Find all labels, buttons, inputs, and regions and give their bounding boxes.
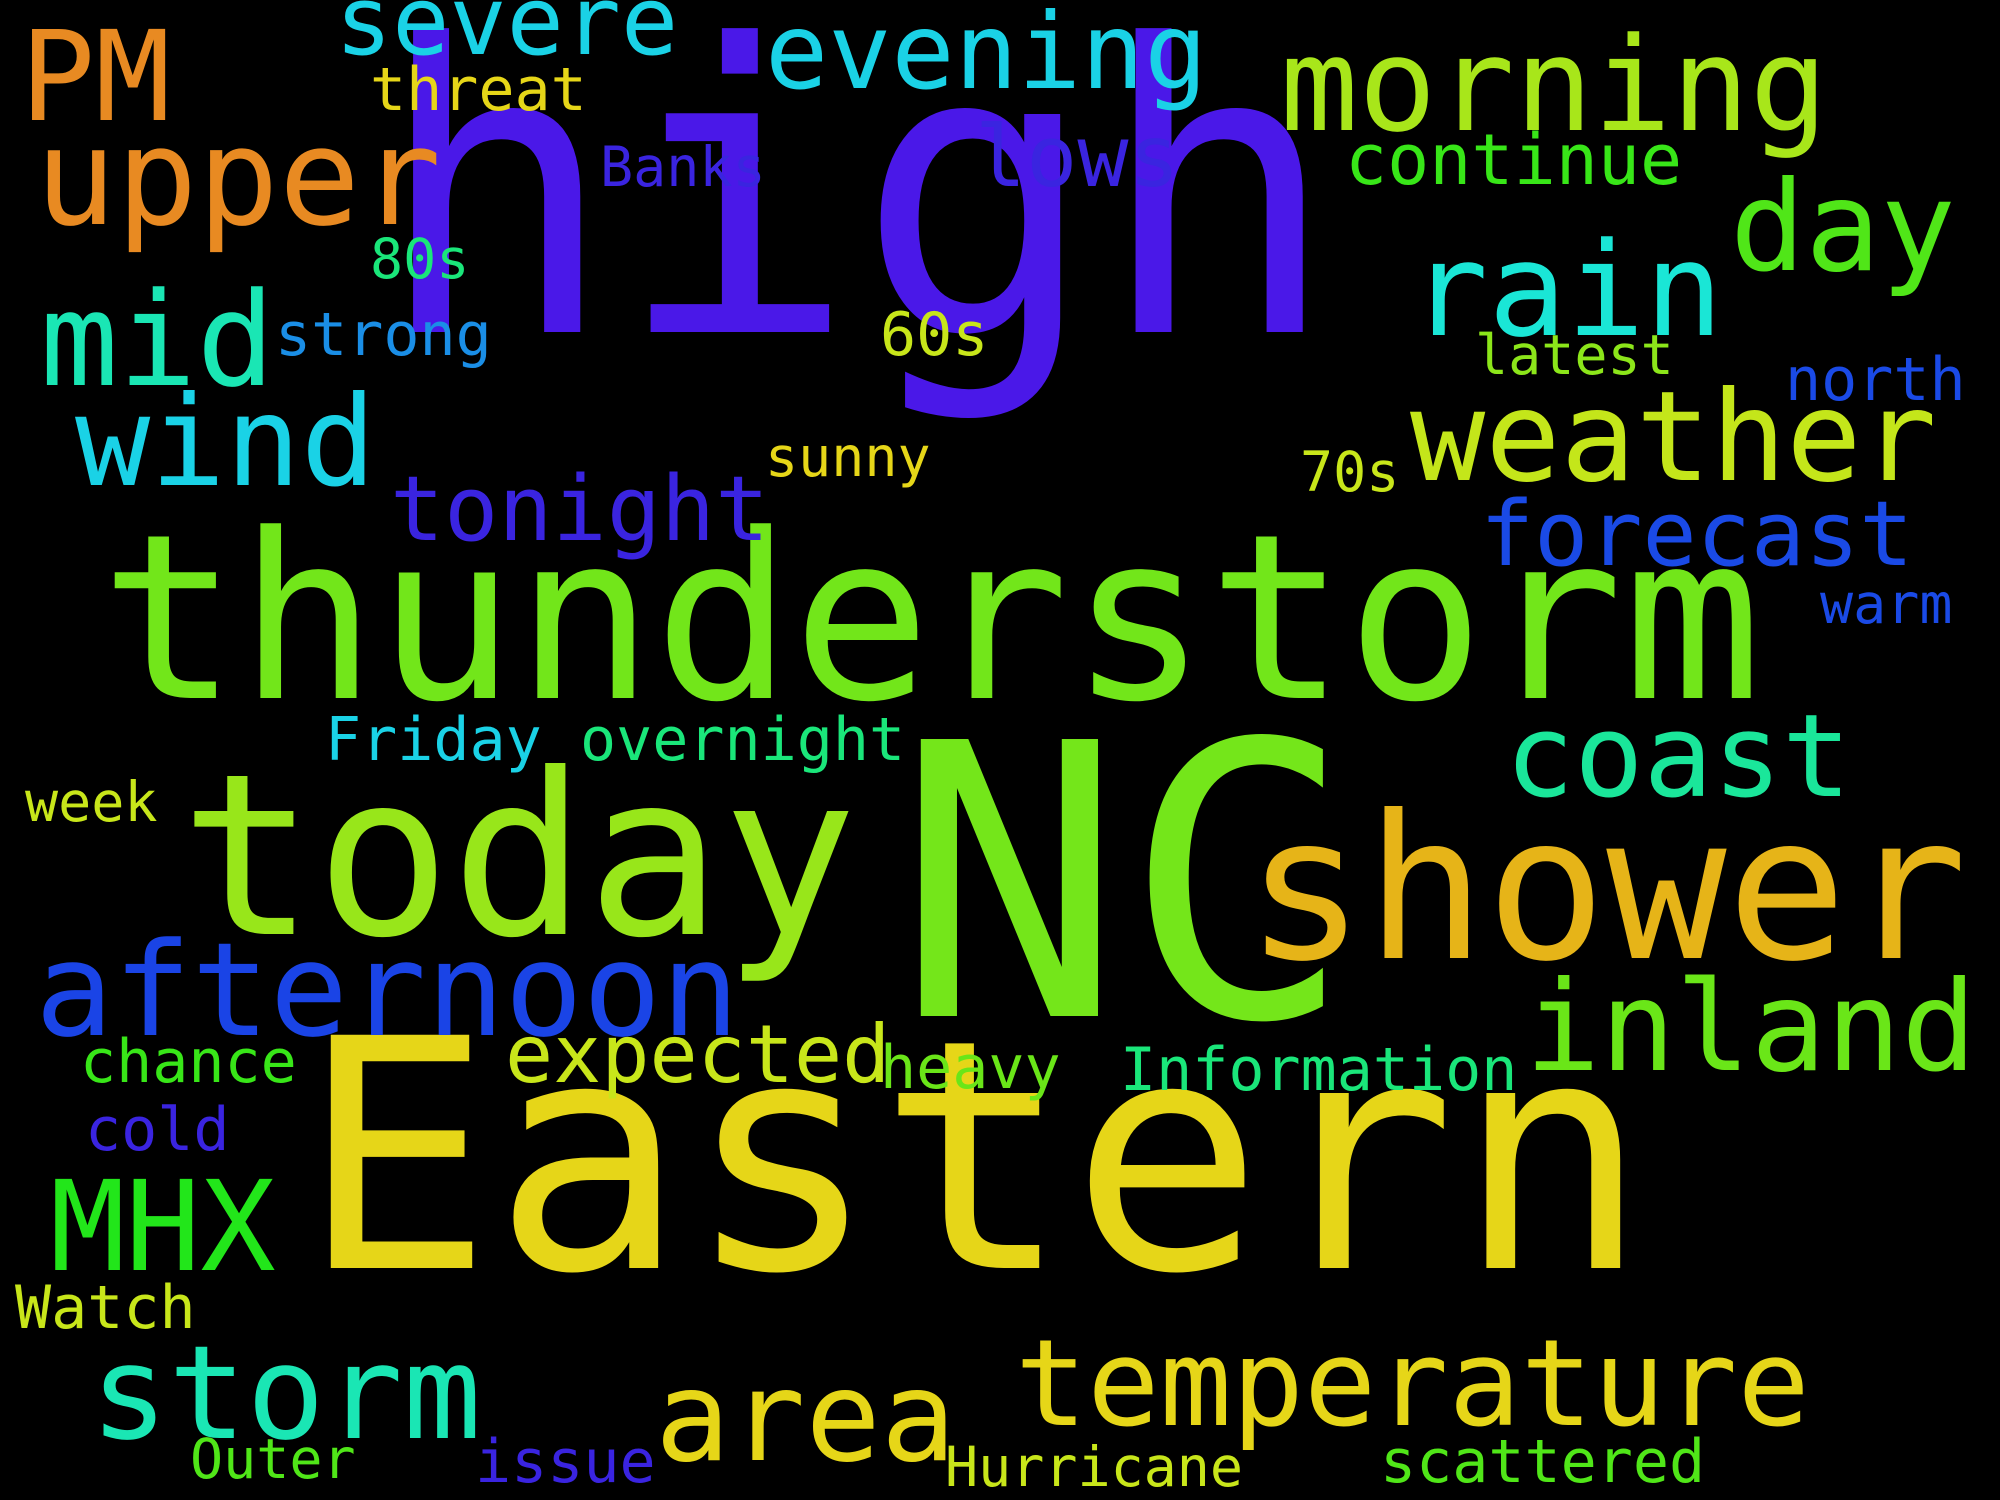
word-day: day <box>1730 155 1956 300</box>
word-temperature: temperature <box>1015 1315 1810 1454</box>
word-watch: Watch <box>15 1273 196 1343</box>
word-80s: 80s <box>370 227 470 291</box>
word-cold: cold <box>85 1095 230 1165</box>
word-latest: latest <box>1475 323 1674 387</box>
word-issue: issue <box>475 1427 656 1497</box>
word-chance: chance <box>80 1027 297 1097</box>
word-shower: shower <box>1245 773 1968 1006</box>
word-high: high <box>375 0 1339 427</box>
word-coast: coast <box>1505 690 1852 824</box>
word-pm: PM <box>20 5 171 150</box>
word-lows: lows <box>975 108 1180 207</box>
word-strong: strong <box>275 300 492 370</box>
word-expected: expected <box>505 1008 891 1101</box>
word-week: week <box>25 770 158 834</box>
word-wind: wind <box>75 370 377 515</box>
word-today: today <box>180 726 858 988</box>
word-evening: evening <box>765 0 1208 113</box>
word-banks: Banks <box>600 135 766 199</box>
word-outer: Outer <box>190 1427 356 1491</box>
word-threat: threat <box>370 55 587 125</box>
word-continue: continue <box>1345 119 1683 201</box>
word-afternoon: afternoon <box>35 914 740 1066</box>
word-rain: rain <box>1410 214 1724 366</box>
word-friday: Friday <box>325 705 542 775</box>
word-weather: weather <box>1410 365 1937 510</box>
word-mid: mid <box>40 264 275 416</box>
word-thunderstorm: thunderstorm <box>100 486 1762 753</box>
word-morning: morning <box>1280 9 1828 161</box>
word-overnight: overnight <box>580 705 906 775</box>
word-heavy: heavy <box>880 1033 1061 1103</box>
word-scattered: scattered <box>1380 1427 1706 1497</box>
word-information: Information <box>1120 1035 1518 1105</box>
word-hurricane: Hurricane <box>945 1435 1244 1499</box>
word-north: north <box>1785 345 1966 415</box>
word-forecast: forecast <box>1480 482 1914 587</box>
word-eastern: Eastern <box>300 972 1649 1344</box>
word-inland: inland <box>1525 955 1977 1100</box>
word-severe: severe <box>335 0 679 77</box>
word-60s: 60s <box>880 300 989 370</box>
word-storm: storm <box>90 1317 482 1469</box>
word-70s: 70s <box>1300 440 1400 504</box>
word-nc: NC <box>895 663 1353 1106</box>
word-area: area <box>655 1345 957 1490</box>
word-upper: upper <box>35 99 442 256</box>
word-tonight: tonight <box>390 457 770 562</box>
word-sunny: sunny <box>765 425 931 489</box>
word-mhx: MHX <box>50 1155 276 1300</box>
word-warm: warm <box>1820 572 1953 636</box>
